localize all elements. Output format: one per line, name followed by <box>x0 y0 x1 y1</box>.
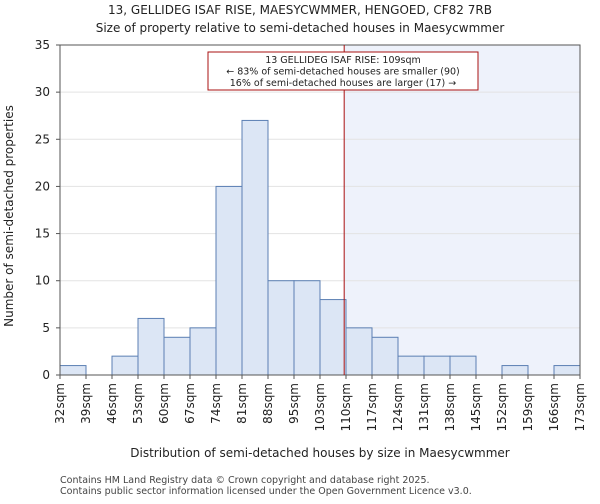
larger-region <box>344 45 580 375</box>
bar <box>215 185 243 376</box>
y-tick-label: 25 <box>35 132 50 146</box>
bar <box>449 355 477 376</box>
bar <box>319 299 347 376</box>
annotation-line-3: 16% of semi-detached houses are larger (… <box>230 78 457 89</box>
y-tick-label: 10 <box>35 274 50 288</box>
plot-area: 0 5 10 15 20 25 30 35 32sqm 39sqm 46sqm 53sqm 60sqm 6… <box>35 38 587 431</box>
x-tick-label: 32sqm <box>53 383 67 424</box>
bar <box>397 355 425 376</box>
x-tick-label: 138sqm <box>443 383 457 431</box>
y-tick-label: 0 <box>42 368 50 382</box>
x-tick-label: 131sqm <box>417 383 431 431</box>
bar <box>241 119 269 376</box>
x-tick-label: 53sqm <box>131 383 145 424</box>
x-axis-label: Distribution of semi-detached houses by … <box>130 446 510 460</box>
x-tick-label: 81sqm <box>235 383 249 424</box>
annotation-line-2: ← 83% of semi-detached houses are smalle… <box>226 67 460 78</box>
y-axis-label: Number of semi-detached properties <box>2 105 16 327</box>
annotation-box <box>207 51 479 91</box>
bar <box>345 327 373 376</box>
x-tick-label: 60sqm <box>157 383 171 424</box>
annotation-line-1: 13 GELLIDEG ISAF RISE: 109sqm <box>265 55 421 66</box>
x-tick-label: 95sqm <box>287 383 301 424</box>
x-tick-label: 145sqm <box>469 383 483 431</box>
x-tick-label: 110sqm <box>339 383 353 431</box>
x-tick-label: 67sqm <box>183 383 197 424</box>
x-tick-label: 103sqm <box>313 383 327 431</box>
x-tick-label: 166sqm <box>547 383 561 431</box>
x-tick-label: 173sqm <box>573 383 587 431</box>
x-tick-label: 39sqm <box>79 383 93 424</box>
bar <box>293 280 321 376</box>
x-tick-label: 74sqm <box>209 383 223 424</box>
y-tick-label: 35 <box>35 38 50 52</box>
x-tick-label: 88sqm <box>261 383 275 424</box>
x-tick-label: 117sqm <box>365 383 379 431</box>
bar <box>189 327 217 376</box>
x-tick-label: 152sqm <box>495 383 509 431</box>
bar <box>163 336 191 376</box>
bar <box>267 280 295 376</box>
bar <box>59 365 87 376</box>
bar <box>371 336 399 376</box>
bar <box>423 355 451 376</box>
y-tick-label: 15 <box>35 227 50 241</box>
x-tick-label: 159sqm <box>521 383 535 431</box>
bar <box>137 317 165 376</box>
chart-title-line1: 13, GELLIDEG ISAF RISE, MAESYCWMMER, HEN… <box>108 3 492 17</box>
y-tick-label: 5 <box>42 321 50 335</box>
x-tick-label: 124sqm <box>391 383 405 431</box>
bar <box>501 365 529 376</box>
footer-line1: Contains HM Land Registry data © Crown c… <box>60 475 430 486</box>
bar <box>111 355 139 376</box>
y-tick-label: 20 <box>35 179 50 193</box>
y-tick-label: 30 <box>35 85 50 99</box>
footer-line2: Contains public sector information licen… <box>60 486 472 497</box>
bar <box>553 365 581 376</box>
chart-title-line2: Size of property relative to semi-detach… <box>96 21 505 35</box>
x-tick-label: 46sqm <box>105 383 119 424</box>
